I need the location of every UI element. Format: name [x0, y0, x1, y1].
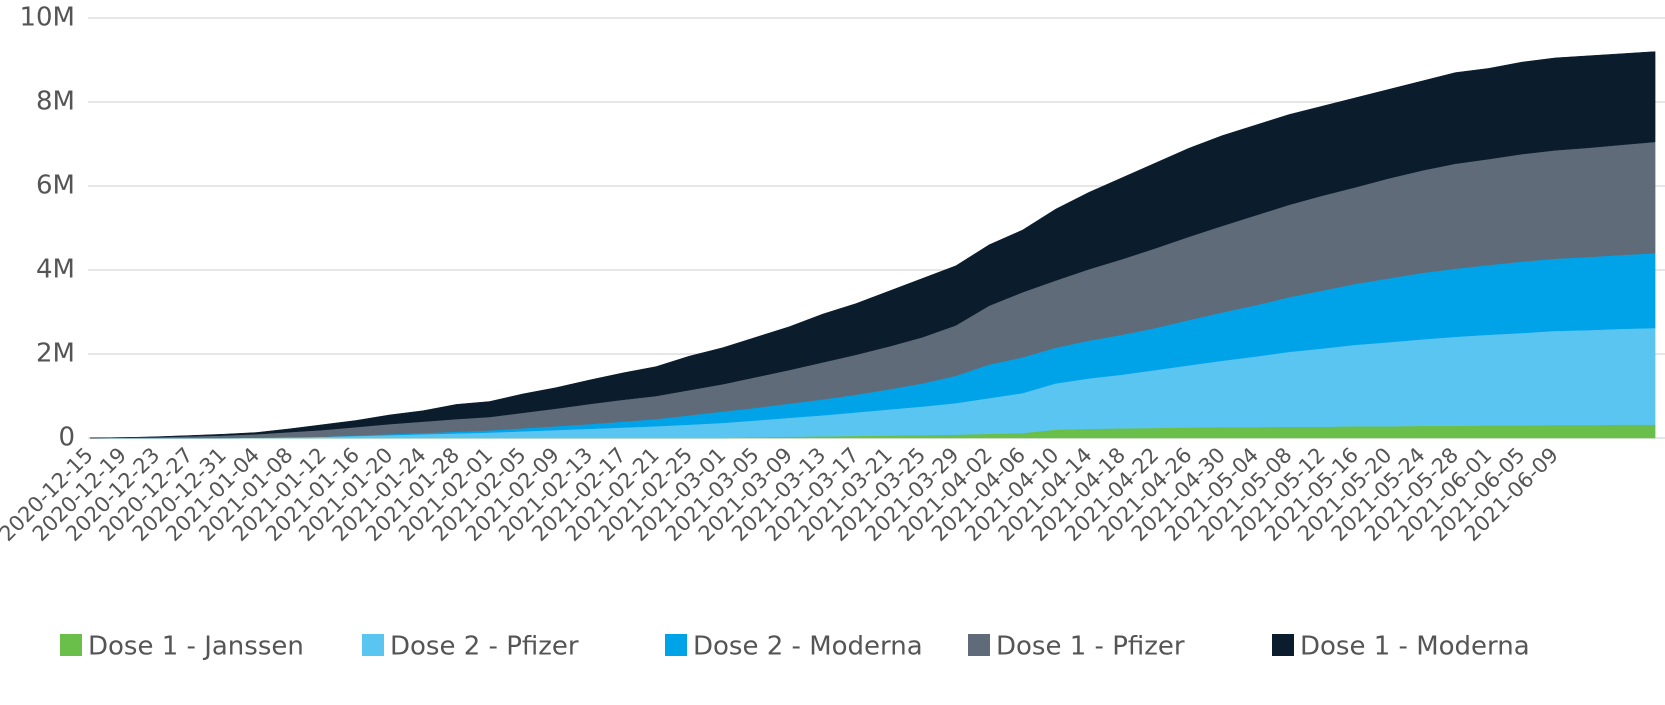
legend-label: Dose 2 - Pfizer — [390, 632, 579, 662]
area — [89, 51, 1656, 439]
legend-item: Dose 2 - Pfizer — [362, 632, 579, 662]
legend-item: Dose 2 - Moderna — [665, 632, 923, 662]
legend-label: Dose 1 - Pfizer — [996, 632, 1185, 662]
labels: 02M4M6M8M10M2020-12-152020-12-192020-12-… — [0, 3, 1563, 547]
legend-swatch — [968, 634, 990, 656]
legend-swatch — [1272, 634, 1294, 656]
y-tick-label: 0 — [58, 423, 75, 453]
y-tick-label: 6M — [36, 171, 75, 201]
legend-swatch — [665, 634, 687, 656]
legend-item: Dose 1 - Pfizer — [968, 632, 1185, 662]
legend-label: Dose 1 - Moderna — [1300, 632, 1530, 662]
legend-swatch — [362, 634, 384, 656]
legend-swatch — [60, 634, 82, 656]
legend-item: Dose 1 - Janssen — [60, 632, 304, 662]
areas — [89, 51, 1656, 439]
legend-label: Dose 2 - Moderna — [693, 632, 923, 662]
y-tick-label: 2M — [36, 339, 75, 369]
y-tick-label: 4M — [36, 255, 75, 285]
legend-item: Dose 1 - Moderna — [1272, 632, 1530, 662]
y-tick-label: 8M — [36, 87, 75, 117]
y-tick-label: 10M — [19, 3, 75, 33]
legend-label: Dose 1 - Janssen — [88, 632, 304, 662]
